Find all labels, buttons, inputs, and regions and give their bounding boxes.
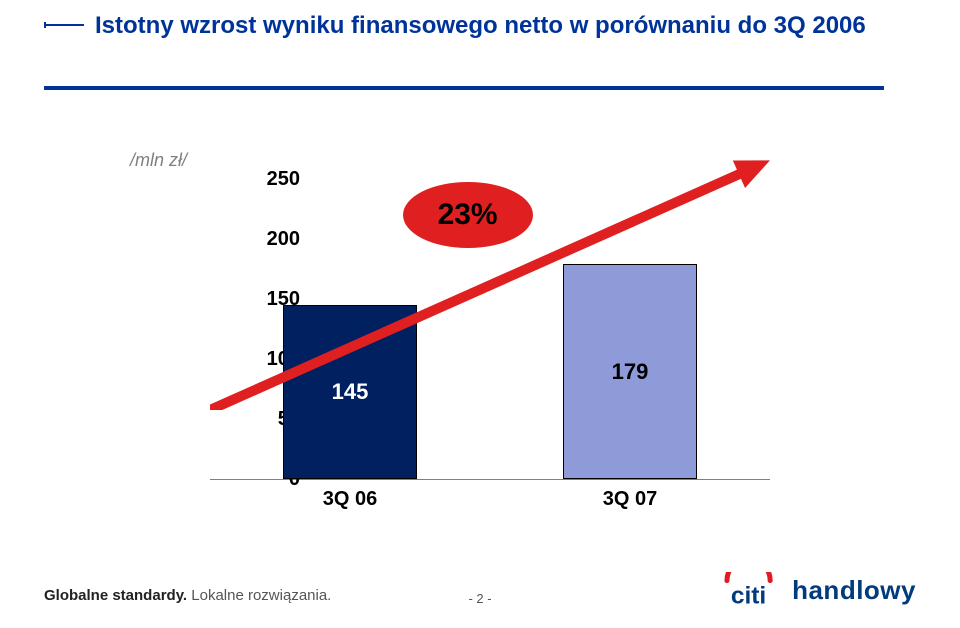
x-category-label: 3Q 06 [250,488,450,511]
bar: 145 [283,305,417,479]
y-tick-label: 200 [250,228,300,251]
slide-title: Istotny wzrost wyniku finansowego netto … [95,10,875,41]
title-tick-decoration [44,24,84,26]
y-axis-unit-label: /mln zł/ [130,150,187,171]
title-underline [44,86,884,90]
slide-title-block: Istotny wzrost wyniku finansowego netto … [95,10,875,41]
citi-handlowy-logo: citi handlowy [714,570,916,610]
bar-value-label: 179 [564,359,696,385]
page-number: - 2 - [468,591,491,606]
citi-logo-icon: citi [714,572,786,608]
bar-value-label: 145 [284,379,416,405]
handlowy-wordmark: handlowy [792,575,916,606]
footer-tagline: Globalne standardy. Lokalne rozwiązania. [44,587,331,604]
plot-area: 0501001502002501453Q 061793Q 07 [210,180,770,480]
y-tick-label: 250 [250,168,300,191]
x-category-label: 3Q 07 [530,488,730,511]
footer-tagline-bold: Globalne standardy. [44,587,187,604]
slide: Istotny wzrost wyniku finansowego netto … [0,0,960,628]
footer-tagline-regular: Lokalne rozwiązania. [187,587,331,604]
bar: 179 [563,264,697,479]
citi-wordmark: citi [731,583,766,608]
net-profit-chart: /mln zł/ 0501001502002501453Q 061793Q 07… [110,160,850,530]
